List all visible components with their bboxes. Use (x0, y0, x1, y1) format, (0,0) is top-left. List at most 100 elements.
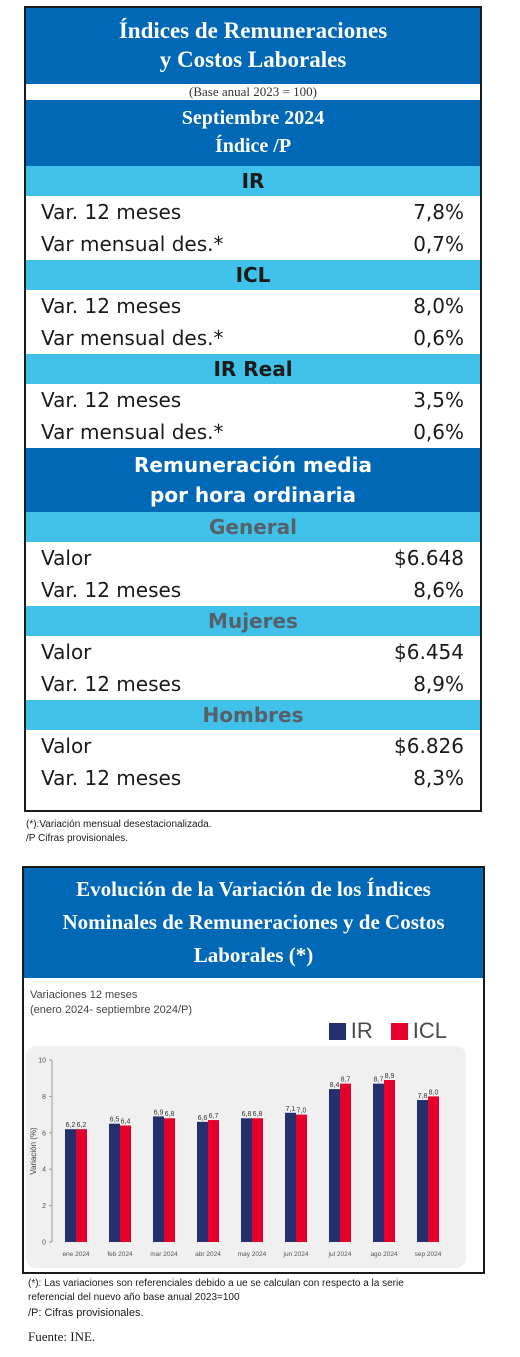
row-label: Valor (41, 734, 92, 758)
chart-title-line2: Nominales de Remuneraciones y de Costos (62, 910, 445, 934)
section-icl-band: ICL (26, 260, 480, 290)
chart-title-line1: Evolución de la Variación de los Índices (76, 877, 431, 901)
bar-ir (417, 1100, 428, 1242)
y-tick-label: 8 (42, 1094, 46, 1101)
y-tick-label: 10 (38, 1058, 46, 1065)
data-label-ir: 6,2 (66, 1122, 76, 1129)
x-tick-label: ene 2024 (62, 1251, 89, 1258)
bar-ir (373, 1083, 384, 1242)
data-label-icl: 6,8 (165, 1111, 175, 1118)
section-ir-real-band: IR Real (26, 354, 480, 384)
bar-ir (241, 1118, 252, 1242)
row-value: 8,9% (413, 672, 464, 696)
bar-icl (208, 1120, 219, 1242)
group-general-band: General (26, 512, 480, 542)
table-row: Var. 12 meses 8,6% (26, 574, 480, 606)
row-label: Var. 12 meses (41, 200, 182, 224)
x-tick-label: ago 2024 (370, 1251, 397, 1258)
row-label: Var. 12 meses (41, 672, 182, 696)
group-mujeres-band: Mujeres (26, 606, 480, 636)
table-row: Var. 12 meses 8,9% (26, 668, 480, 700)
y-tick-label: 6 (42, 1130, 46, 1137)
bar-icl (120, 1125, 131, 1242)
data-label-icl: 6,2 (77, 1122, 87, 1129)
period-header: Septiembre 2024 Índice /P (26, 100, 480, 166)
x-tick-label: mar 2024 (150, 1251, 178, 1258)
plot-area: 0 2 4 6 8 10 Variación (%) 6,2 6,2 ene 2024 6,5 6,4… (26, 1046, 466, 1268)
source-label: Fuente: INE. (28, 1329, 96, 1344)
legend-swatch-icl (390, 1022, 408, 1040)
remuneracion-line2: por hora ordinaria (150, 483, 356, 507)
table-row: Var. 12 meses 8,0% (26, 290, 480, 322)
legend-label-icl: ICL (412, 1018, 447, 1043)
group-hombres-band: Hombres (26, 700, 480, 730)
table-row: Var mensual des.* 0,6% (26, 416, 480, 448)
table-title-line1: Índices de Remuneraciones (118, 18, 388, 43)
table-title-line2: y Costos Laborales (159, 47, 347, 72)
index-label: Índice /P (214, 135, 292, 157)
data-label-icl: 6,4 (121, 1119, 131, 1126)
table-row: Valor $6.826 (26, 730, 480, 762)
data-label-ir: 6,5 (110, 1117, 120, 1124)
bar-icl (296, 1114, 307, 1242)
table-note-1: (*):Variación mensual desestacionalizada… (26, 819, 212, 830)
data-label-icl: 6,7 (209, 1113, 219, 1120)
data-label-icl: 7,0 (297, 1108, 307, 1115)
x-tick-label: abr 2024 (195, 1251, 221, 1258)
bar-ir (285, 1112, 296, 1242)
bar-ir (197, 1121, 208, 1242)
row-value: 8,0% (413, 294, 464, 318)
row-label: Var. 12 meses (41, 578, 182, 602)
table-row: Var. 12 meses 3,5% (26, 384, 480, 416)
row-value: 0,7% (413, 232, 464, 256)
data-label-icl: 8,7 (341, 1077, 351, 1084)
row-label: Var mensual des.* (41, 326, 224, 350)
bar-icl (252, 1118, 263, 1242)
chart-subtitle-line2: (enero 2024- septiembre 2024/P) (30, 1004, 193, 1016)
table-notes: (*):Variación mensual desestacionalizada… (26, 818, 211, 846)
data-label-icl: 8,9 (385, 1073, 395, 1080)
data-label-icl: 6,8 (253, 1111, 263, 1118)
table-row: Var. 12 meses 8,3% (26, 762, 480, 794)
x-tick-label: jul 2024 (328, 1251, 352, 1258)
chart-title-line3: Laborales (*) (193, 943, 314, 967)
bar-ir (65, 1129, 76, 1242)
bar-icl (384, 1080, 395, 1242)
table-row: Valor $6.648 (26, 542, 480, 574)
legend-label-ir: IR (350, 1018, 373, 1043)
chart-subtitle-line1: Variaciones 12 meses (30, 989, 138, 1001)
remuneracion-line1: Remuneración media (134, 453, 372, 477)
chart-legend: IR ICL (311, 1018, 447, 1044)
row-label: Var mensual des.* (41, 232, 224, 256)
x-tick-label: jun 2024 (283, 1251, 309, 1258)
row-value: 3,5% (413, 388, 464, 412)
chart-note-1: (*): Las variaciones son referenciales d… (28, 1278, 404, 1289)
y-axis-label: Variación (%) (29, 1127, 38, 1175)
period-label: Septiembre 2024 (181, 107, 325, 129)
data-label-ir: 8,7 (374, 1077, 384, 1084)
row-label: Valor (41, 546, 92, 570)
table-row: Var mensual des.* 0,6% (26, 322, 480, 354)
row-value: 0,6% (413, 420, 464, 444)
x-tick-label: sep 2024 (415, 1251, 442, 1258)
table-row: Var mensual des.* 0,7% (26, 228, 480, 260)
table-title: Índices de Remuneraciones y Costos Labor… (26, 8, 480, 84)
bar-icl (428, 1096, 439, 1242)
bar-icl (340, 1083, 351, 1242)
legend-item-icl: ICL (390, 1018, 447, 1044)
y-tick-label: 4 (42, 1167, 46, 1174)
bar-icl (164, 1118, 175, 1242)
x-tick-label: feb 2024 (107, 1251, 133, 1258)
row-value: $6.648 (394, 546, 464, 570)
y-tick-label: 0 (42, 1240, 46, 1247)
data-label-ir: 7,8 (418, 1093, 428, 1100)
data-label-ir: 8,4 (330, 1082, 340, 1089)
chart-note-2: referencial del nuevo año base anual 202… (28, 1292, 240, 1303)
chart-note-3: /P: Cifras provisionales. (28, 1307, 144, 1319)
row-value: 8,3% (413, 766, 464, 790)
table-row: Valor $6.454 (26, 636, 480, 668)
row-value: 7,8% (413, 200, 464, 224)
indices-table: Índices de Remuneraciones y Costos Labor… (24, 6, 482, 812)
row-label: Var mensual des.* (41, 420, 224, 444)
section-ir-band: IR (26, 166, 480, 196)
